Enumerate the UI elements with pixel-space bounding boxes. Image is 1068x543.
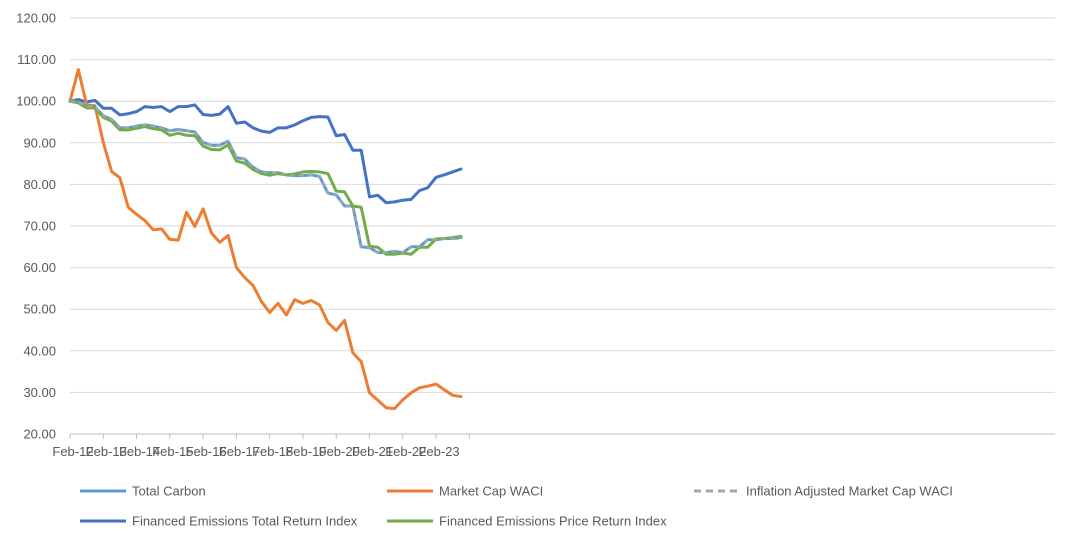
x-axis: Feb-12Feb-13Feb-14Feb-15Feb-16Feb-17Feb-…	[52, 433, 1055, 459]
y-tick-label: 100.00	[16, 94, 56, 109]
y-tick-label: 120.00	[16, 11, 56, 26]
gridlines	[70, 17, 1055, 393]
legend-label: Total Carbon	[132, 484, 206, 499]
x-tick-label: Feb-12	[52, 444, 93, 459]
series-line-market-cap-waci	[68, 68, 463, 411]
x-tick-label: Feb-15	[152, 444, 193, 459]
x-tick-label: Feb-19	[285, 444, 326, 459]
x-tick-label: Feb-20	[319, 444, 360, 459]
x-tick-label: Feb-22	[385, 444, 426, 459]
x-tick-label: Feb-14	[119, 444, 160, 459]
y-axis: 20.00 30.00 40.00 50.00 60.00 70.00 80.00 90.00…	[16, 11, 56, 442]
series-line-total-carbon	[68, 99, 463, 255]
x-tick-label: Feb-13	[86, 444, 127, 459]
y-tick-label: 50.00	[23, 302, 56, 317]
y-tick-label: 30.00	[23, 385, 56, 400]
legend-label: Financed Emissions Price Return Index	[439, 514, 667, 529]
x-tick-label: Feb-16	[186, 444, 227, 459]
legend-label: Market Cap WACI	[439, 484, 543, 499]
y-tick-label: 60.00	[23, 260, 56, 275]
x-tick-label: Feb-23	[418, 444, 459, 459]
series-lines	[68, 68, 463, 411]
y-tick-label: 20.00	[23, 427, 56, 442]
y-tick-label: 110.00	[17, 52, 56, 67]
y-tick-label: 40.00	[23, 343, 56, 358]
series-line-financed-emissions-price-return-index	[68, 99, 463, 256]
y-tick-label: 70.00	[23, 219, 56, 234]
legend-label: Financed Emissions Total Return Index	[132, 514, 358, 529]
y-tick-label: 80.00	[23, 177, 56, 192]
legend: Total Carbon Market Cap WACI Inflation Adj…	[80, 484, 953, 529]
x-tick-label: Feb-17	[219, 444, 260, 459]
x-tick-label: Feb-21	[352, 444, 393, 459]
x-tick-label: Feb-18	[252, 444, 293, 459]
y-tick-label: 90.00	[23, 135, 56, 150]
series-line-inflation-adjusted-market-cap-waci	[69, 100, 462, 254]
series-line-financed-emissions-total-return-index	[68, 98, 463, 205]
legend-label: Inflation Adjusted Market Cap WACI	[746, 484, 953, 499]
